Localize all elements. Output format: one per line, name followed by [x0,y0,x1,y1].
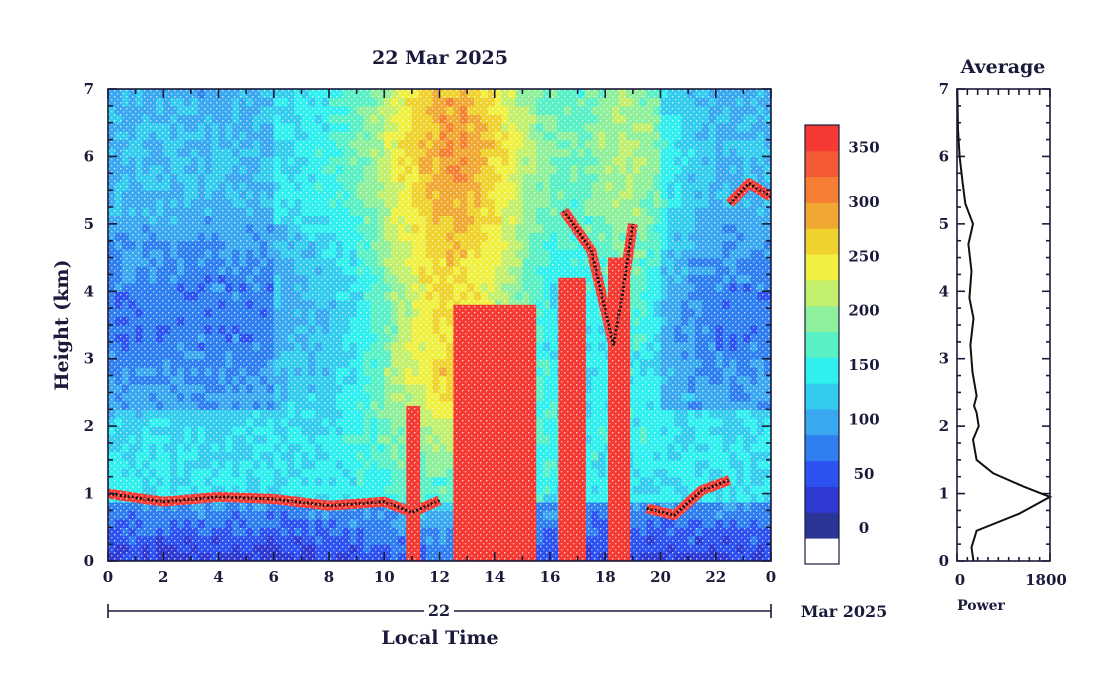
heatmap-body [108,89,771,561]
main-title: 22 Mar 2025 [372,47,508,69]
